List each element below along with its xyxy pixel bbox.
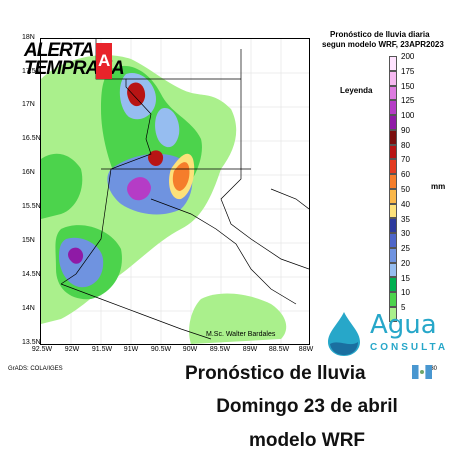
legend-tick-label: 100 xyxy=(401,111,415,121)
lon-label: 90W xyxy=(182,346,198,353)
legend-swatch xyxy=(389,115,397,130)
legend-title: Leyenda xyxy=(340,86,373,95)
map-subtitle: segun modelo WRF, 23APR2023 xyxy=(322,40,444,49)
lat-label: 14N xyxy=(22,305,35,312)
legend-tick-label: 10 xyxy=(401,288,410,298)
legend-swatch xyxy=(389,307,397,322)
lon-label: 89.5W xyxy=(209,346,231,353)
map-credit: M.Sc. Walter Bardales xyxy=(206,331,276,338)
legend-swatch xyxy=(389,247,397,263)
legend-swatch xyxy=(389,174,397,189)
legend-swatch xyxy=(389,233,397,248)
legend-swatch xyxy=(389,144,397,160)
map-title: Pronóstico de lluvia diaria xyxy=(330,30,430,39)
legend-tick-label: 200 xyxy=(401,52,415,61)
rainfall-map-svg xyxy=(41,39,309,344)
rainfall-map xyxy=(40,38,310,345)
lat-label: 17N xyxy=(22,101,35,108)
country-borders xyxy=(60,39,309,340)
agua-word: Agua xyxy=(370,310,437,340)
caption-line3: modelo WRF xyxy=(248,430,366,451)
water-drop-icon xyxy=(328,312,360,356)
logo-badge-letter: A xyxy=(98,51,111,70)
legend-swatch xyxy=(389,56,397,71)
caption-line2: Domingo 23 de abril xyxy=(216,396,398,417)
legend-swatch xyxy=(389,218,397,234)
legend-color-bar xyxy=(389,56,397,322)
legend-tick-label: 125 xyxy=(401,96,415,106)
legend-swatch xyxy=(389,100,397,116)
grads-credit: GrADS: COLA/IGES xyxy=(8,366,63,372)
legend-swatch xyxy=(389,203,397,219)
logo-badge: A xyxy=(96,43,112,79)
guatemala-flag-icon xyxy=(412,365,432,379)
agua-consulta-logo: Agua CONSULTA xyxy=(320,310,460,358)
legend-swatch xyxy=(389,262,397,278)
lon-label: 89W xyxy=(242,346,258,353)
lon-label: 91.5W xyxy=(91,346,113,353)
lon-label: 92.5W xyxy=(31,346,53,353)
legend-tick-label: 5 xyxy=(401,303,406,313)
legend-swatch xyxy=(389,70,397,86)
legend-tick-label: 35 xyxy=(401,214,410,224)
logo-alerta-text: ALERTA xyxy=(24,40,94,61)
legend-tick-label: 150 xyxy=(401,81,415,91)
lat-label: 16N xyxy=(22,169,35,176)
caption-line1: Pronóstico de lluvia xyxy=(185,363,366,384)
lon-label: 88.5W xyxy=(268,346,290,353)
lat-label: 18N xyxy=(22,34,35,41)
lon-label: 88W xyxy=(298,346,314,353)
consulta-word: CONSULTA xyxy=(370,342,449,353)
lon-label: 92W xyxy=(64,346,80,353)
legend-swatch xyxy=(389,129,397,145)
lat-label: 13.5N xyxy=(22,339,41,346)
lat-label: 16.5N xyxy=(22,135,41,142)
legend-swatch xyxy=(389,277,397,293)
legend-swatch xyxy=(389,85,397,101)
legend-tick-label: 30 xyxy=(401,229,410,239)
lon-label: 90.5W xyxy=(150,346,172,353)
legend-unit: mm xyxy=(431,182,446,191)
lat-label: 17.5N xyxy=(22,68,41,75)
legend-tick-label: 50 xyxy=(401,185,410,194)
legend-tick-label: 15 xyxy=(401,273,410,283)
lat-label: 14.5N xyxy=(22,271,41,278)
legend-tick-label: 90 xyxy=(401,125,410,135)
legend-tick-label: 70 xyxy=(401,155,410,165)
legend-swatch xyxy=(389,188,397,204)
legend-tick-label: 80 xyxy=(401,140,410,150)
legend-tick-label: 25 xyxy=(401,244,410,254)
lat-label: 15.5N xyxy=(22,203,41,210)
legend-tick-label: 20 xyxy=(401,258,410,268)
legend-swatch xyxy=(389,159,397,175)
lon-label: 91W xyxy=(123,346,139,353)
legend-tick-label: 175 xyxy=(401,66,415,76)
legend-tick-label: 40 xyxy=(401,199,410,209)
lat-label: 15N xyxy=(22,237,35,244)
rain-heavy-core xyxy=(68,82,195,264)
legend-tick-label: 60 xyxy=(401,170,410,180)
alerta-temprana-logo: ALERTA TEMPRANA A xyxy=(24,40,125,80)
legend-swatch xyxy=(389,292,397,308)
